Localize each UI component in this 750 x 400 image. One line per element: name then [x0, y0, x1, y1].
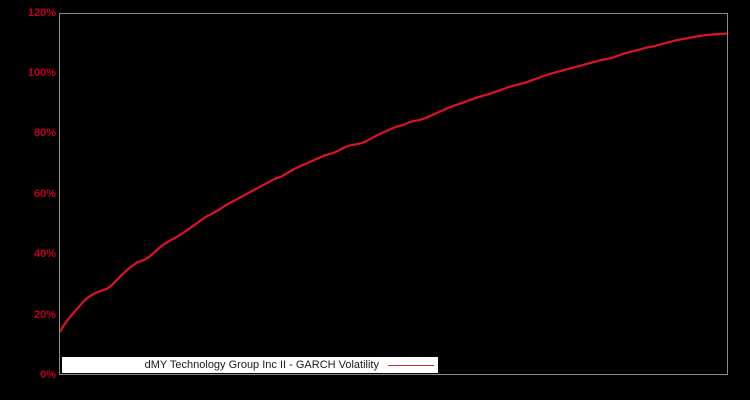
y-axis-tick-label-40: 40% [33, 248, 56, 260]
line-swatch-icon [388, 360, 434, 371]
y-axis-tick-label-60: 60% [33, 188, 56, 200]
y-axis-tick-label-100: 100% [27, 67, 56, 79]
y-axis-tick-label-120: 120% [27, 7, 56, 19]
y-axis-tick-label-20: 20% [33, 309, 56, 321]
legend-item-label: dMY Technology Group Inc II - GARCH Vola… [144, 358, 379, 371]
chart-legend: dMY Technology Group Inc II - GARCH Vola… [62, 357, 438, 373]
garch-volatility-series [60, 32, 727, 333]
y-axis-tick-label-80: 80% [33, 127, 56, 139]
y-axis-tick-label-0: 0% [40, 369, 56, 381]
plot-area [59, 13, 728, 375]
